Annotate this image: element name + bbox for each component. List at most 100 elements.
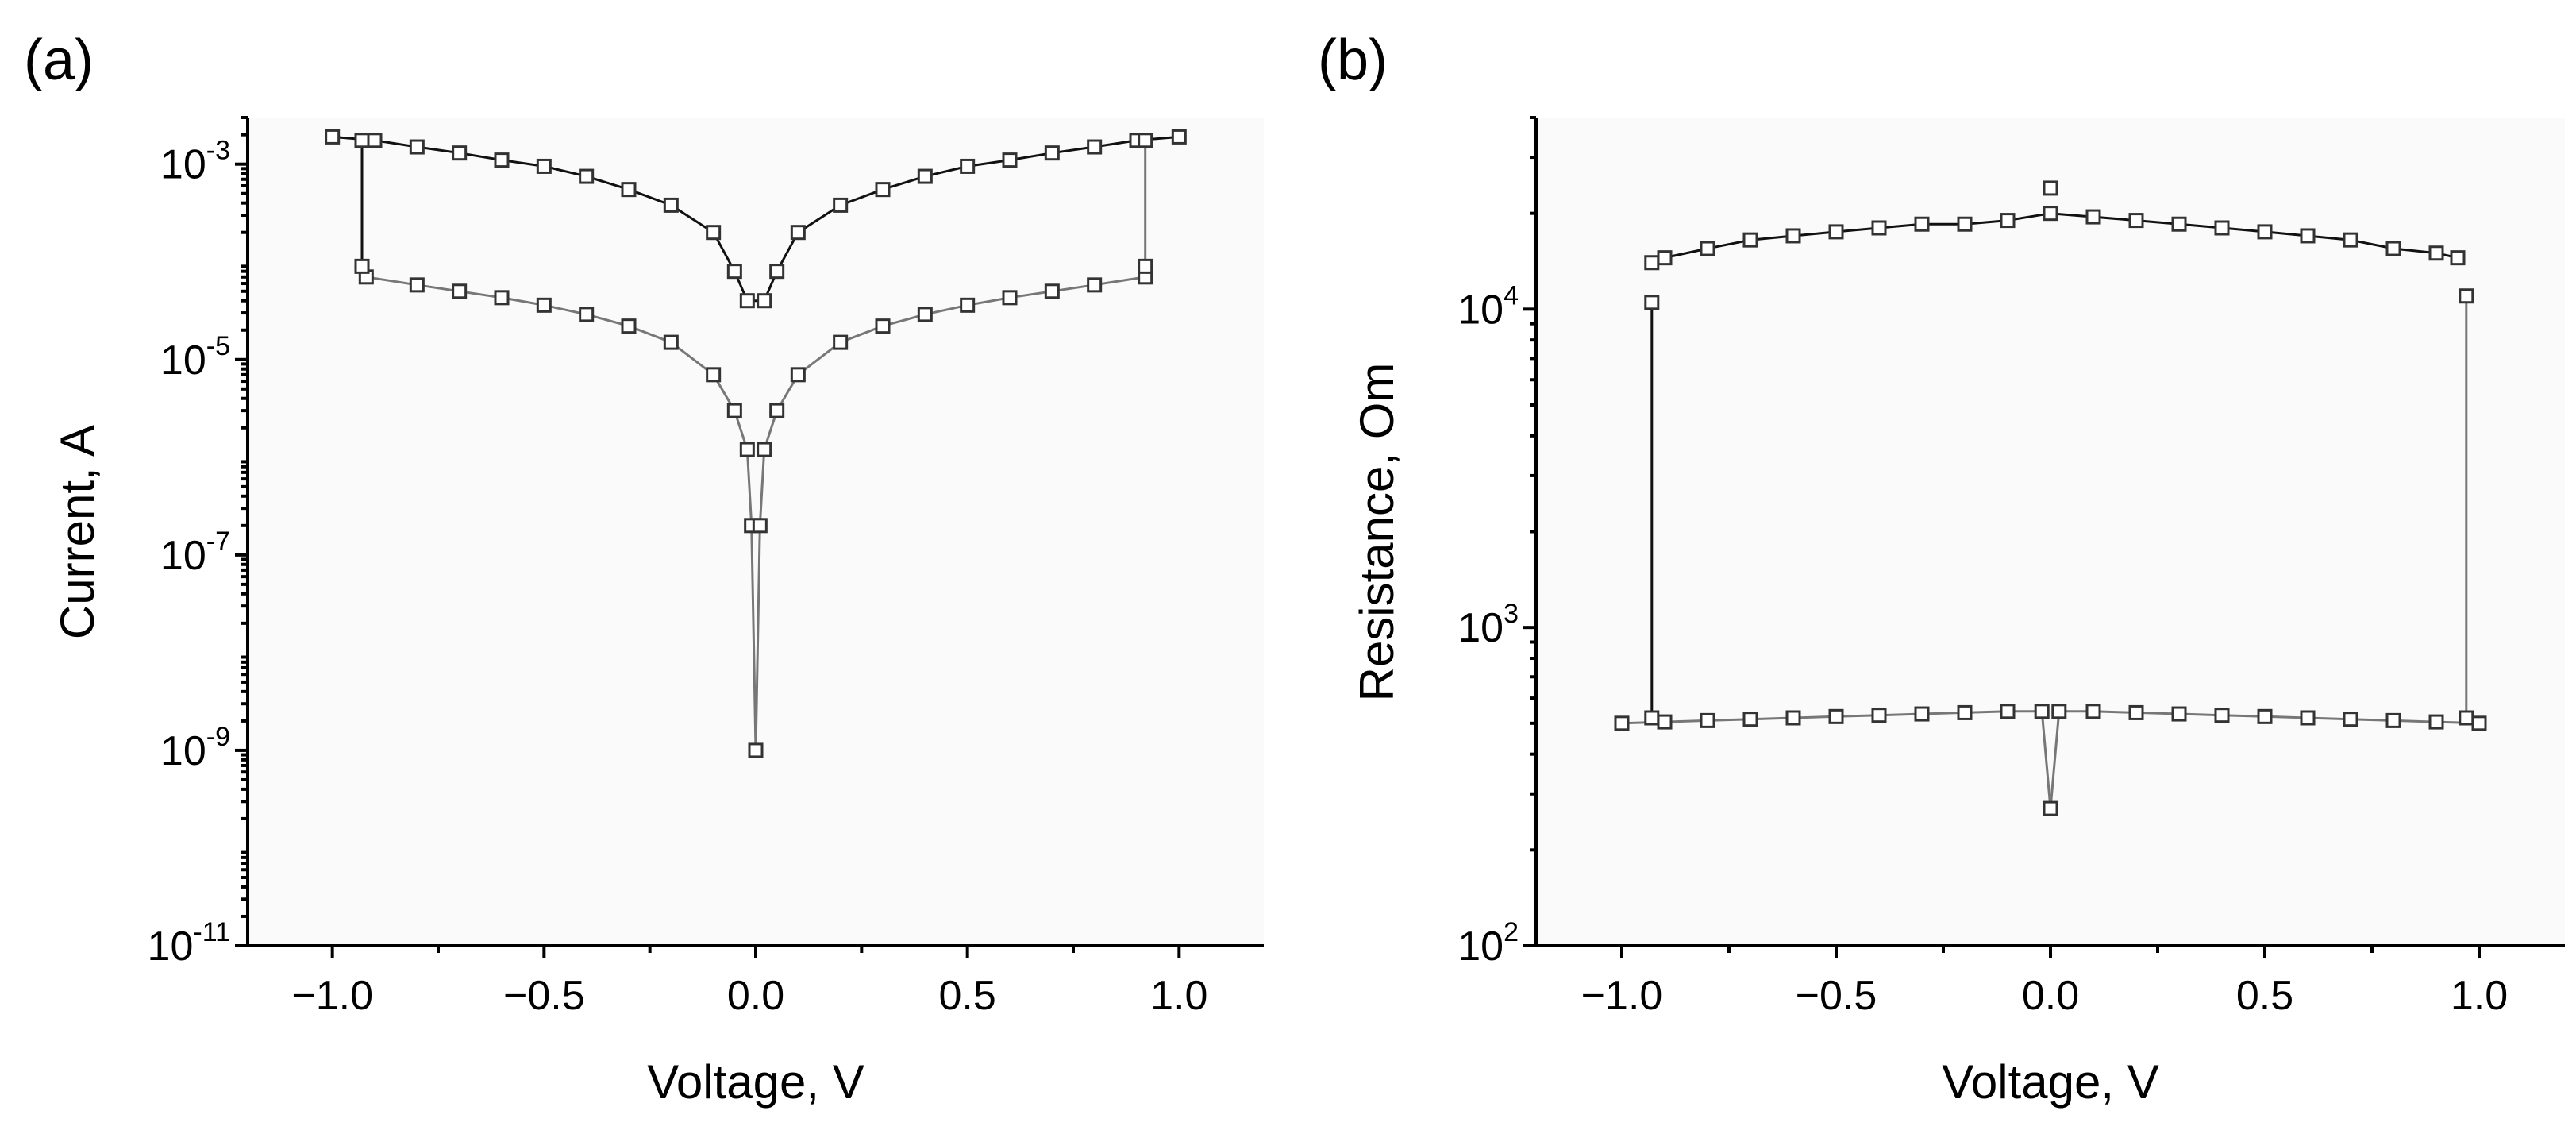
data-point [2471,715,2487,731]
data-point [325,129,341,145]
data-point [621,318,637,334]
data-point [739,293,755,309]
data-point [1644,710,1660,726]
data-point [790,225,806,241]
x-tick-label: 1.0 [2451,973,2508,1019]
data-point [1742,712,1758,727]
data-point [1644,255,1660,271]
data-point [579,307,595,322]
data-point [2428,714,2444,730]
data-point [1957,216,1973,232]
data-point [1957,704,1973,720]
x-tick-label: 0.0 [2022,973,2079,1019]
data-point [354,133,370,148]
data-point [367,133,383,148]
data-point [1657,250,1673,266]
panel-b-y-axis-title: Resistance, Om [1350,363,1404,702]
data-point [726,403,742,418]
data-point [960,297,976,313]
data-point [1087,277,1103,293]
x-tick-label: −0.5 [503,973,585,1019]
data-point [1614,715,1630,731]
y-tick-label: 104 [1457,280,1519,333]
panel-b-plot-area [1536,118,2565,946]
data-point [2043,180,2058,196]
y-tick-label: 10-5 [160,331,230,384]
data-point [452,283,468,299]
data-point [748,742,764,758]
data-point [2257,224,2273,240]
data-point [2085,704,2101,719]
data-point [2459,710,2474,726]
data-point [663,197,679,213]
data-point [2214,708,2230,723]
data-point [2085,209,2101,225]
data-point [2257,708,2273,724]
panel-a-x-axis-title: Voltage, V [647,1055,864,1109]
x-tick-label: 0.5 [939,973,996,1019]
data-point [1657,714,1673,730]
y-tick-label: 10-11 [148,917,230,970]
data-point [1644,295,1660,310]
panel-b-label: (b) [1318,29,1388,92]
data-point [2171,706,2187,722]
data-point [2000,704,2016,719]
data-point [1002,290,1018,306]
data-point [409,277,425,293]
panel-a: (a) −1.0 −0.5 0.0 0.5 1.0 10-3 10-5 10-7 10-9 10… [24,29,1264,1109]
data-point [752,518,768,534]
x-tick-label: 0.5 [2236,973,2293,1019]
panel-a-label: (a) [24,29,94,92]
x-tick-label: −1.0 [291,973,373,1019]
data-point [409,139,425,155]
data-point [1044,283,1060,299]
data-point [1742,232,1758,248]
data-point [1785,710,1801,726]
data-point [1138,133,1153,148]
data-point [2171,216,2187,232]
data-point [1002,152,1018,168]
data-point [726,264,742,280]
data-point [536,158,552,174]
data-point [790,367,806,383]
data-point [833,197,849,213]
data-point [1087,139,1103,155]
data-point [769,264,785,280]
x-tick-label: 0.0 [727,973,784,1019]
data-point [2043,206,2058,222]
panel-a-y-axis-title: Current, A [51,425,104,639]
data-point [2300,710,2316,726]
data-point [1785,228,1801,244]
data-point [452,145,468,161]
data-point [1914,216,1930,232]
data-point [2128,704,2144,720]
panel-b: (b) −1.0 −0.5 0.0 0.5 1.0 104 103 102 Voltage,… [1318,29,2565,1109]
data-point [739,442,755,457]
data-point [494,290,510,306]
data-point [2214,220,2230,236]
y-tick-label: 102 [1457,917,1519,970]
data-point [2459,288,2474,304]
data-point [2000,213,2016,229]
data-point [1828,708,1844,724]
data-point [917,168,933,184]
y-tick-label: 10-9 [160,722,230,774]
data-point [621,182,637,198]
data-point [1700,712,1715,728]
data-point [1828,224,1844,240]
data-point [706,225,722,241]
data-point [833,334,849,350]
data-point [960,158,976,174]
data-point [1138,258,1153,274]
data-point [2051,704,2067,719]
x-tick-label: −1.0 [1581,973,1663,1019]
x-tick-label: 1.0 [1150,973,1207,1019]
data-point [2343,232,2358,248]
x-tick-label: −0.5 [1796,973,1877,1019]
data-point [1871,220,1887,236]
panel-b-x-axis-title: Voltage, V [1942,1055,2159,1109]
data-point [757,442,772,457]
data-point [2043,800,2058,816]
data-point [2300,228,2316,244]
